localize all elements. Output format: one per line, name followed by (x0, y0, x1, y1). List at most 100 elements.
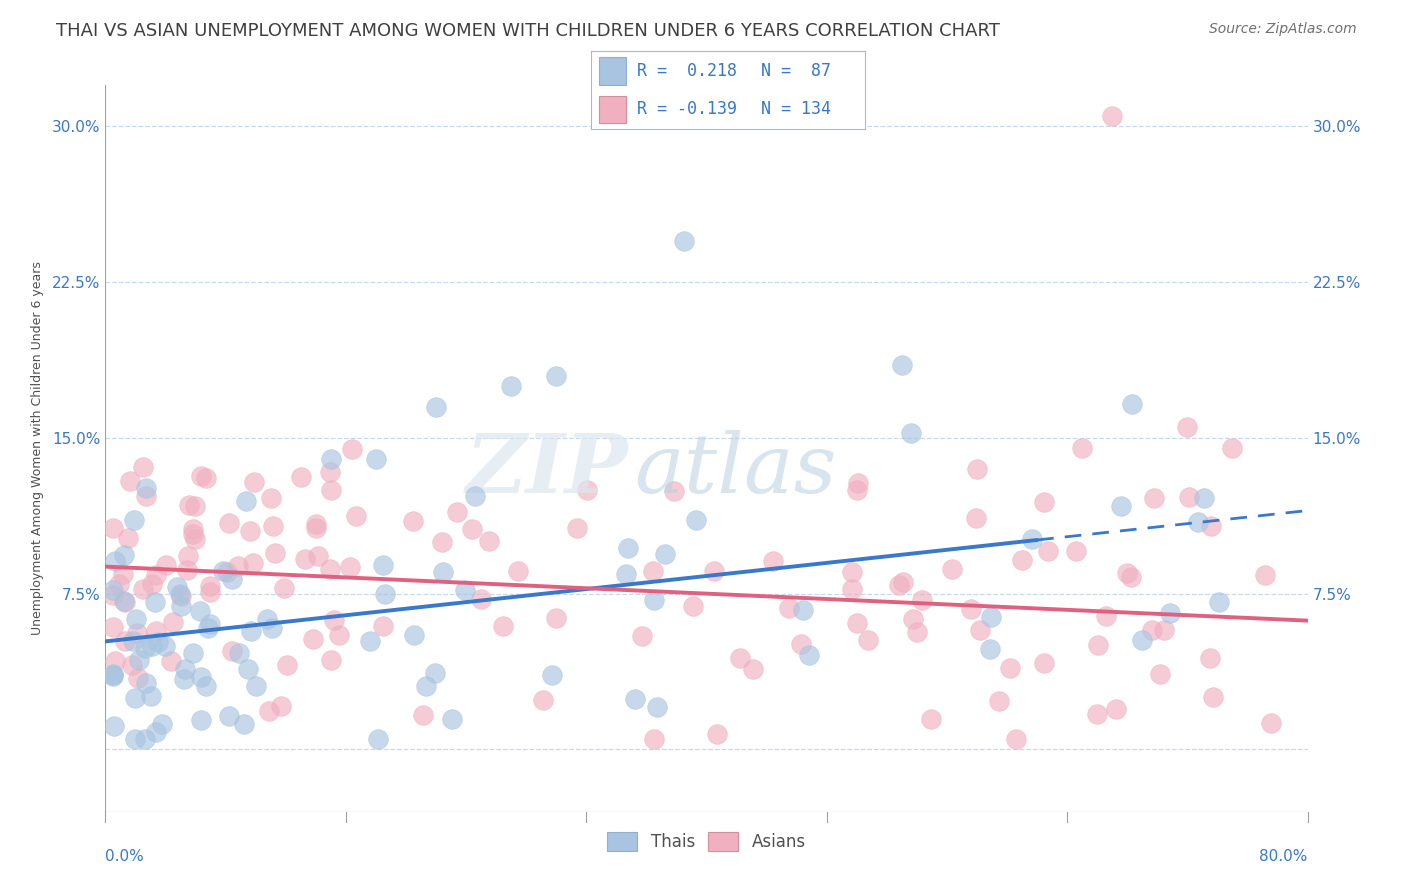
Point (1208, 595, 1230, 609)
Point (190, 469, 212, 483)
Point (323, 613, 346, 627)
Point (221, 644, 243, 658)
Point (262, 519, 284, 533)
Point (155, 558, 177, 573)
Point (845, 483, 868, 497)
Point (900, 425, 922, 440)
Point (319, 653, 342, 667)
Point (1187, 515, 1209, 529)
Point (492, 618, 515, 632)
Point (965, 511, 987, 525)
Point (540, 667, 562, 681)
Point (432, 534, 454, 549)
Point (1140, 623, 1163, 637)
Text: THAI VS ASIAN UNEMPLOYMENT AMONG WOMEN WITH CHILDREN UNDER 6 YEARS CORRELATION C: THAI VS ASIAN UNEMPLOYMENT AMONG WOMEN W… (56, 22, 1000, 40)
Point (117, 531, 139, 545)
Point (941, 562, 963, 576)
Point (792, 602, 814, 616)
Point (190, 670, 212, 684)
Point (112, 548, 135, 562)
Point (1159, 606, 1181, 620)
Point (181, 526, 204, 541)
Point (966, 462, 988, 476)
Point (344, 508, 367, 523)
Point (728, 651, 751, 665)
Point (173, 672, 195, 686)
Point (905, 625, 928, 640)
Point (101, 666, 124, 681)
Point (841, 565, 863, 579)
Point (544, 611, 567, 625)
Point (270, 699, 292, 714)
Point (259, 704, 281, 718)
Point (1064, 544, 1087, 558)
Point (101, 620, 124, 634)
Point (641, 564, 664, 578)
Point (127, 671, 149, 685)
Point (404, 628, 426, 642)
Point (124, 612, 146, 626)
Point (301, 632, 323, 647)
Point (1101, 109, 1123, 123)
Point (101, 588, 124, 602)
Point (239, 524, 262, 538)
Point (242, 556, 264, 570)
Point (425, 400, 447, 414)
Point (461, 522, 484, 536)
Point (124, 513, 146, 527)
Point (631, 629, 654, 643)
Point (1121, 397, 1143, 411)
Point (305, 517, 328, 532)
Point (987, 694, 1010, 708)
Point (920, 712, 942, 726)
Point (262, 621, 284, 635)
Point (166, 580, 188, 594)
Point (1198, 651, 1220, 665)
Point (200, 585, 222, 599)
Point (893, 575, 915, 590)
Point (114, 595, 136, 609)
Point (141, 577, 163, 591)
Point (276, 657, 298, 672)
Point (228, 646, 250, 660)
Point (290, 470, 312, 484)
Point (616, 541, 638, 555)
Point (188, 604, 211, 618)
Point (1021, 532, 1043, 546)
Point (273, 581, 295, 595)
Point (125, 626, 148, 640)
Point (501, 379, 523, 393)
Point (623, 692, 645, 706)
Point (170, 589, 193, 603)
Point (146, 634, 169, 648)
Point (858, 632, 880, 647)
Point (441, 712, 464, 726)
Legend: Thais, Asians: Thais, Asians (600, 825, 813, 858)
FancyBboxPatch shape (599, 57, 626, 85)
Point (319, 562, 342, 576)
Point (190, 713, 212, 727)
Point (103, 654, 125, 668)
Text: N =  87: N = 87 (761, 62, 831, 80)
Point (319, 465, 342, 479)
Point (364, 451, 387, 466)
Point (911, 593, 934, 607)
Point (184, 532, 207, 546)
Point (342, 442, 364, 456)
Text: Source: ZipAtlas.com: Source: ZipAtlas.com (1209, 22, 1357, 37)
Point (139, 689, 162, 703)
Point (218, 709, 240, 723)
FancyBboxPatch shape (599, 95, 626, 123)
Point (1202, 690, 1225, 704)
Point (159, 654, 181, 668)
Point (531, 693, 554, 707)
Point (176, 564, 198, 578)
Point (998, 661, 1021, 675)
Point (1143, 491, 1166, 505)
Point (1005, 731, 1028, 746)
Point (122, 634, 145, 648)
Point (614, 566, 637, 581)
Point (1087, 639, 1109, 653)
Point (218, 516, 240, 531)
Point (120, 475, 142, 489)
